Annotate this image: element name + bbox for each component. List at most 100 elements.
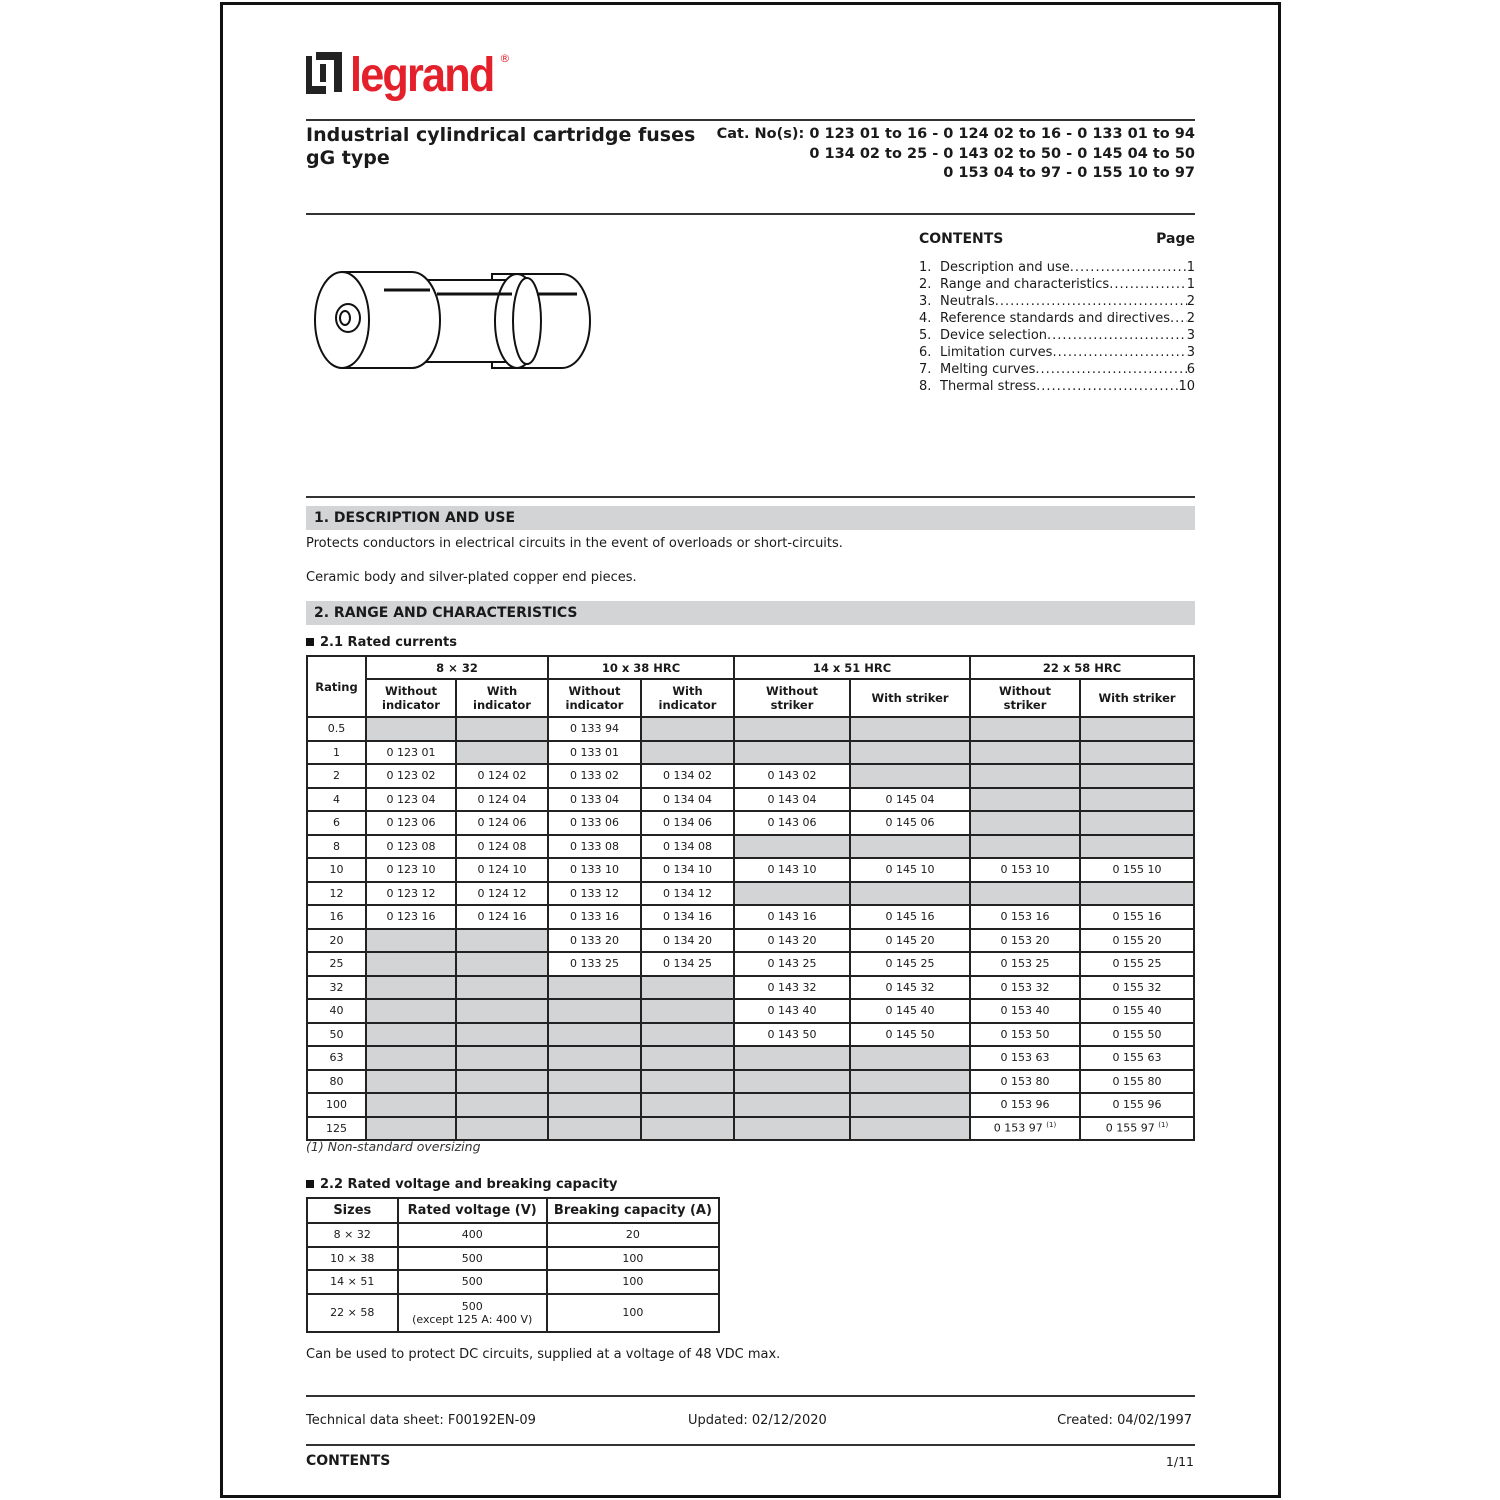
table-row: 12 0 123 12 0 124 12 0 133 12 0 134 12 [306,880,1195,906]
toc-item[interactable]: 2. Range and characteristics 1 [919,276,1195,293]
unavailable-cell [365,927,457,953]
catalog-number: 0 155 10 [1112,863,1162,877]
table-row: 6 0 123 06 0 124 06 0 133 06 0 134 06 0 143 0… [306,810,1195,836]
table-row: 80 0 153 80 0 155 80 [306,1068,1195,1094]
catalog-number: 0 133 06 [570,816,619,830]
catalog-number: 0 143 25 [767,957,817,971]
unavailable-cell [547,1045,642,1071]
contents-link[interactable]: CONTENTS [306,1453,391,1469]
table-of-contents: CONTENTS Page 1. Description and use 1 2. Ran… [919,231,1195,395]
catalog-number: 0 124 10 [477,863,527,877]
document-title: Industrial cylindrical cartridge fuses g… [306,124,695,170]
legrand-logo-mark-icon [306,52,342,94]
unavailable-cell [849,833,971,859]
toc-leader [1070,259,1187,276]
catalog-number: 0 123 06 [386,816,436,830]
contents-heading: CONTENTS [919,231,1004,247]
rating-cell: 4 [306,786,367,812]
catalog-number: 0 134 12 [663,886,712,900]
rating-cell: 80 [306,1068,367,1094]
toc-item[interactable]: 3. Neutrals 2 [919,293,1195,310]
catalog-number-cell: 0 133 02 [547,763,642,789]
voltage-table: Sizes Rated voltage (V) Breaking capacity … [306,1197,721,1333]
unavailable-cell [547,1115,642,1141]
toc-item[interactable]: 5. Device selection 3 [919,327,1195,344]
catalog-number: 0 143 04 [767,792,817,806]
toc-label: Range and characteristics [940,277,1110,292]
catalog-number-cell: 0 133 10 [547,857,642,883]
unavailable-cell [849,1115,971,1141]
rating-cell: 32 [306,974,367,1000]
catalog-number: 0 145 20 [885,933,935,947]
catalog-number-cell: 0 143 04 [733,786,851,812]
toc-page: 10 [1178,379,1195,394]
catalog-number: 0 143 20 [767,933,817,947]
catalog-number: 0 124 16 [477,910,527,924]
catalog-number: 0 143 16 [767,910,817,924]
table-row: 8 0 123 08 0 124 08 0 133 08 0 134 08 [306,833,1195,859]
catalog-number: 0 143 50 [767,1027,817,1041]
page-number: 1/11 [1165,1454,1194,1469]
catalog-number-cell: 0 124 06 [455,810,549,836]
catalog-number: 0 153 10 [1000,863,1050,877]
unavailable-cell [365,1092,457,1118]
fuse-illustration [314,271,591,369]
header-row: Sizes Rated voltage (V) Breaking capacity … [306,1197,721,1224]
catalog-number-cell: 0 143 06 [733,810,851,836]
catalog-number-cell: 0 145 40 [849,998,971,1024]
catalog-number-cell: 0 133 04 [547,786,642,812]
catalog-number-cell: 0 134 10 [640,857,735,883]
rating-cell: 20 [306,927,367,953]
divider [306,1395,1195,1397]
catalog-number-cell: 0 134 16 [640,904,735,930]
cell-value: 22 × 58 [330,1306,375,1319]
divider [306,213,1195,215]
table-cell: 500 [396,1269,548,1295]
cell-value: 14 × 51 [330,1275,375,1289]
unavailable-cell [365,998,457,1024]
table-row: 20 0 133 20 0 134 20 0 143 20 0 145 20 0 153 … [306,927,1195,953]
catalog-number: 0 134 10 [663,863,712,877]
unavailable-cell [1079,833,1195,859]
catalog-number: 0 145 06 [885,816,935,830]
toc-number: 2. [919,277,932,292]
toc-item[interactable]: 6. Limitation curves 3 [919,344,1195,361]
cell-value: 400 [461,1228,483,1242]
rating-cell: 12 [306,880,367,906]
unavailable-cell [455,716,549,742]
catalog-number: 0 133 04 [570,792,619,806]
toc-page: 2 [1186,294,1195,309]
catalog-number: 0 124 06 [477,816,527,830]
toc-item[interactable]: 1. Description and use 1 [919,259,1195,276]
toc-page: 1 [1186,277,1195,292]
unavailable-cell [640,1068,735,1094]
catalog-number: 0 133 12 [570,886,619,900]
toc-item[interactable]: 8. Thermal stress 10 [919,378,1195,395]
catalog-number: 0 143 02 [767,769,817,783]
catalog-number: 0 124 02 [477,769,527,783]
unavailable-cell [1079,739,1195,765]
catalog-number-cell: 0 153 40 [969,998,1081,1024]
rating-header: Rating [306,655,367,718]
catalog-number: 0 133 16 [570,910,619,924]
toc-number: 1. [919,260,932,275]
toc-item[interactable]: 7. Melting curves 6 [919,361,1195,378]
unavailable-cell [969,880,1081,906]
unavailable-cell [849,1045,971,1071]
unavailable-cell [547,998,642,1024]
toc-item[interactable]: 4. Reference standards and directives 2 [919,310,1195,327]
rating-cell: 50 [306,1021,367,1047]
variant-header: Without indicator [365,678,457,718]
variant-header: With striker [849,678,971,718]
catalog-number-cell: 0 153 20 [969,927,1081,953]
catalog-number: 0 153 50 [1000,1027,1050,1041]
unavailable-cell [1079,763,1195,789]
catalog-number: 0 153 16 [1000,910,1050,924]
unavailable-cell [640,974,735,1000]
catalog-number-cell: 0 124 12 [455,880,549,906]
catalog-number-cell: 0 134 20 [640,927,735,953]
catalog-number-cell: 0 124 02 [455,763,549,789]
unavailable-cell [733,739,851,765]
catalog-number-cell: 0 134 06 [640,810,735,836]
table-row: 22 × 58 500 (except 125 A: 400 V) 100 [306,1292,721,1333]
